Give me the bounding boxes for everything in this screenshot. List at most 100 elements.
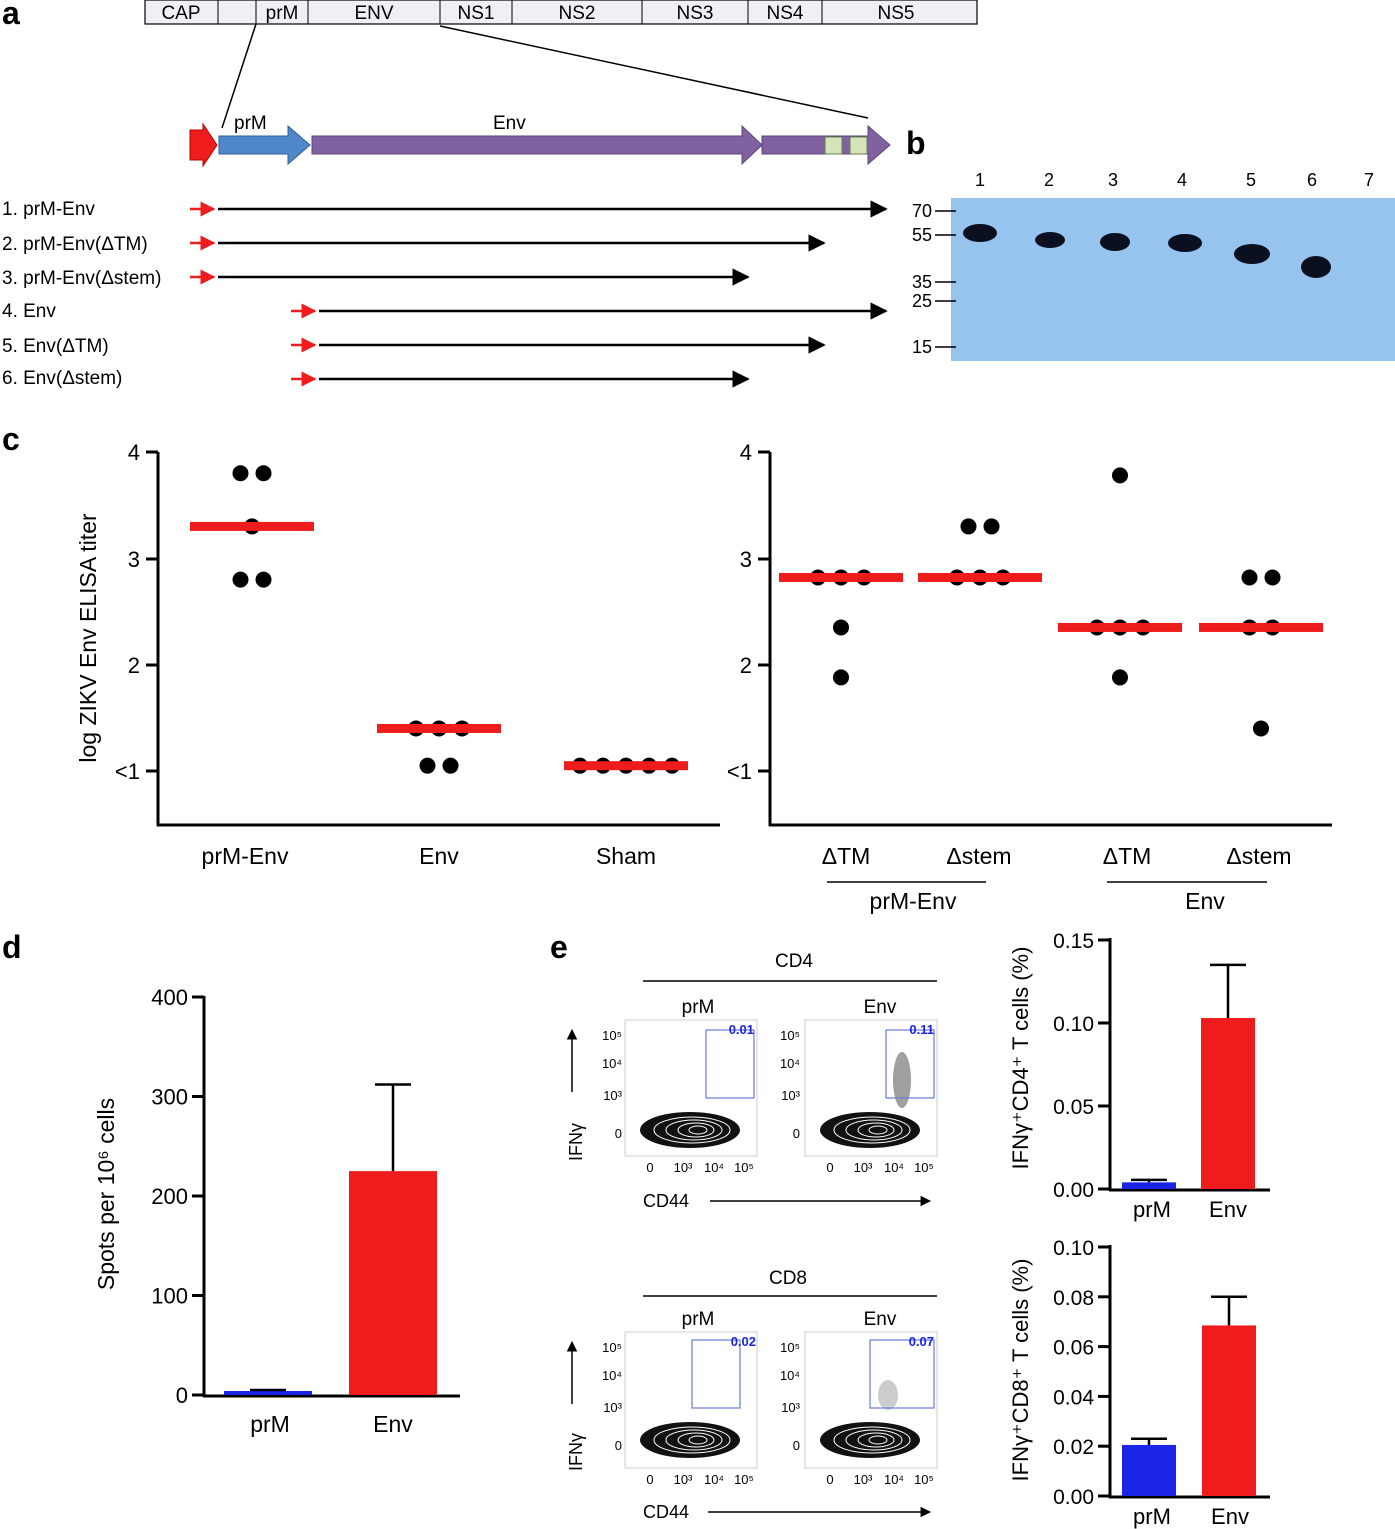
tm-box-2 xyxy=(849,136,868,155)
median-bar xyxy=(564,761,688,771)
y-tick-label: 300 xyxy=(151,1085,188,1110)
e-cd8-xtick: prM xyxy=(1133,1504,1171,1529)
genome-ns2: NS2 xyxy=(559,3,596,24)
c-left-xtick: Env xyxy=(419,843,459,869)
flow-xtick: 10⁵ xyxy=(734,1160,754,1175)
median-bar xyxy=(1199,622,1323,632)
y-tick-label: 200 xyxy=(151,1184,188,1209)
panel-label-a: a xyxy=(2,0,20,31)
genome-prm: prM xyxy=(266,3,299,24)
blot-band-2 xyxy=(1035,232,1065,248)
data-point xyxy=(1112,669,1128,686)
blot-lane-label: 4 xyxy=(1177,170,1187,190)
flow-cd4-env-contour xyxy=(820,1052,920,1148)
genome-cap: CAP xyxy=(161,3,200,24)
data-point xyxy=(983,518,1000,535)
flow-xtick: 10⁵ xyxy=(914,1472,934,1487)
blot-lane-label: 6 xyxy=(1307,170,1317,190)
c-right-ytick: 3 xyxy=(740,547,752,572)
median-bar xyxy=(779,572,903,582)
genome-ns4: NS4 xyxy=(767,3,804,24)
median-bar xyxy=(1058,622,1182,632)
d-xtick: Env xyxy=(373,1411,413,1437)
data-point xyxy=(1253,720,1269,737)
construct-label: 5. Env(ΔTM) xyxy=(2,336,109,357)
blot-band-3 xyxy=(1100,233,1130,251)
flow-cd8-y-label: IFNγ xyxy=(566,1433,586,1471)
flow-ytick: 10⁵ xyxy=(602,1340,622,1355)
blot-lane-label: 1 xyxy=(975,170,985,190)
signal-peptide-arrow xyxy=(189,122,218,168)
data-point xyxy=(1264,569,1281,586)
flow-xtick: 10³ xyxy=(674,1160,693,1175)
median-bar xyxy=(377,723,501,733)
bar xyxy=(1202,1325,1256,1496)
flow-cd4-prm-contour xyxy=(640,1112,740,1148)
y-tick-label: 0 xyxy=(176,1383,188,1408)
flow-xtick: 10³ xyxy=(674,1472,693,1487)
c-right-xtick: Δstem xyxy=(946,843,1011,869)
env-arrow xyxy=(311,124,763,166)
construct-label: 3. prM-Env(Δstem) xyxy=(2,268,161,289)
c-right-xtick: ΔTM xyxy=(1103,843,1152,869)
flow-cd8-prm-label: prM xyxy=(682,1309,715,1330)
panel-label-c: c xyxy=(2,421,20,457)
c-y-axis-title: log ZIKV Env ELISA titer xyxy=(75,513,101,763)
marker-label: 35 xyxy=(912,272,932,292)
y-tick-label: 100 xyxy=(151,1284,188,1309)
construct-label: 6. Env(Δstem) xyxy=(2,368,122,389)
flow-cd4-prm-label: prM xyxy=(682,997,715,1018)
c-right-group-label: Env xyxy=(1185,888,1225,914)
flow-cd4-title: CD4 xyxy=(775,951,813,972)
chart-c-right: 4 3 2 <1 ΔTM Δstem ΔTM Δstem prM-Env Env xyxy=(727,440,1332,914)
flow-cd4: CD4 prM Env IFNγ CD44 0.01 10⁵ 10⁴ 10³ 0… xyxy=(566,951,938,1211)
bar xyxy=(349,1171,437,1395)
flow-cd8-title: CD8 xyxy=(769,1268,807,1289)
marker-label: 55 xyxy=(912,225,932,245)
c-left-ytick: 2 xyxy=(128,653,140,678)
y-tick-label: 0.15 xyxy=(1053,930,1094,953)
y-tick-label: 0.02 xyxy=(1053,1436,1094,1459)
flow-cd8-env-contour xyxy=(820,1380,920,1458)
c-right-ytick: 4 xyxy=(740,440,752,465)
y-tick-label: 0.08 xyxy=(1053,1287,1094,1310)
data-point xyxy=(442,757,459,774)
flow-ytick: 0 xyxy=(615,1126,622,1141)
flow-ytick: 10³ xyxy=(781,1400,800,1415)
d-xtick: prM xyxy=(250,1411,290,1437)
flow-ytick: 0 xyxy=(793,1438,800,1453)
bar xyxy=(1122,1182,1176,1189)
data-point xyxy=(419,757,436,774)
median-bar xyxy=(190,521,314,531)
flow-gate-value: 0.11 xyxy=(909,1022,934,1037)
flow-ytick: 10⁴ xyxy=(780,1056,800,1071)
flow-cd4-env-label: Env xyxy=(864,997,897,1018)
flow-xtick: 10⁵ xyxy=(914,1160,934,1175)
blot-membrane xyxy=(951,198,1395,361)
e-cd4-xtick: Env xyxy=(1209,1197,1247,1222)
y-tick-label: 0.10 xyxy=(1053,1013,1094,1036)
data-point xyxy=(1241,569,1258,586)
flow-gate-value: 0.02 xyxy=(731,1334,756,1349)
data-point xyxy=(232,571,249,588)
flow-ytick: 10⁴ xyxy=(602,1368,622,1383)
prm-arrow xyxy=(218,124,311,166)
flow-ytick: 10⁵ xyxy=(780,1340,800,1355)
zoom-line-left xyxy=(221,23,257,129)
e-cd8-xtick: Env xyxy=(1211,1504,1249,1529)
marker-label: 15 xyxy=(912,337,932,357)
c-right-xtick: ΔTM xyxy=(822,843,871,869)
flow-cd8-env-label: Env xyxy=(864,1309,897,1330)
chart-c-left: 4 3 2 <1 prM-Env Env Sham xyxy=(115,440,720,869)
e-cd4-y-axis-title: IFNγ⁺CD4⁺ T cells (%) xyxy=(1008,947,1033,1170)
flow-xtick: 10³ xyxy=(854,1160,873,1175)
flow-gate-value: 0.01 xyxy=(729,1022,754,1037)
flow-cd8: CD8 prM Env IFNγ CD44 0.02 10⁵ 10⁴ 10³ 0… xyxy=(566,1268,938,1522)
genome-env: ENV xyxy=(354,3,393,24)
blot-lane-label: 2 xyxy=(1044,170,1054,190)
c-left-ytick: 3 xyxy=(128,547,140,572)
flow-gate xyxy=(691,1339,741,1409)
construct-label: 2. prM-Env(ΔTM) xyxy=(2,234,148,255)
flow-gate xyxy=(705,1029,755,1099)
flow-cd4-y-label: IFNγ xyxy=(566,1123,586,1161)
